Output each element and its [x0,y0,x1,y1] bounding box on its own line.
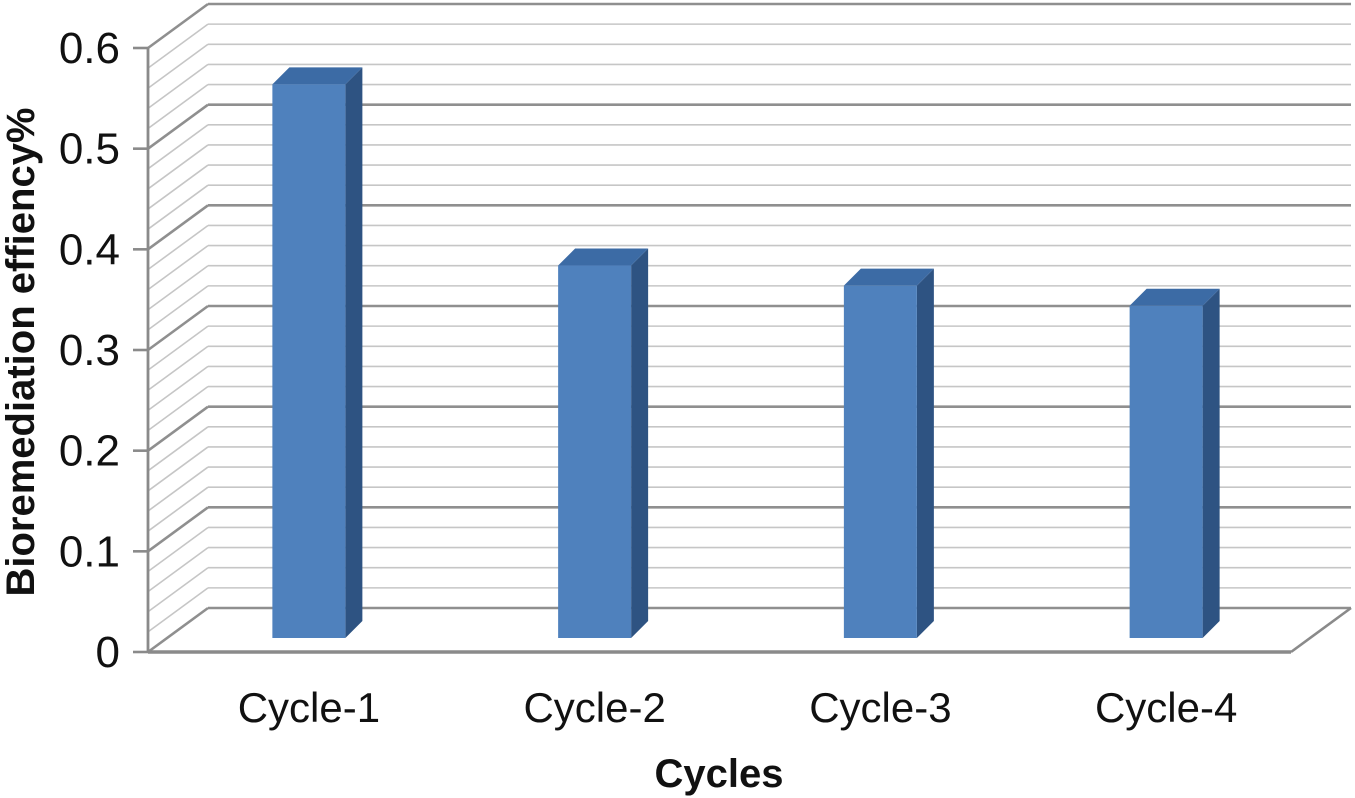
x-category-label: Cycle-3 [809,684,951,731]
gridline-depth-connector [147,587,209,633]
y-tick-label: 0.4 [59,225,120,274]
x-category-label: Cycle-2 [523,684,665,731]
bar-side-face [916,268,934,638]
gridline-depth-connector [147,244,209,291]
gridline-depth-connector [147,385,209,432]
gridline-depth-connector [147,144,209,190]
gridline-depth-connector [147,23,209,69]
bar-top-face [272,67,363,85]
labels-layer: Cycle-1 Cycle-2 Cycle-3 Cycle-4 0 0.1 0.2 0.3 0.… [59,24,1237,731]
bar-cycle-3 [843,268,934,638]
gridline-depth-connector [147,426,209,472]
y-axis-title: Bioremediation effiency% [0,107,43,596]
bar-cycle-2 [558,248,649,639]
bar-front-face [558,265,632,638]
gridline-depth-connector [147,506,209,553]
y-tick-label: 0.1 [59,527,120,576]
gridline-depth-connector [147,43,209,89]
y-tick-label: 0.6 [59,24,120,73]
floor-right-edge [1290,606,1352,654]
gridline-depth-connector [147,546,209,593]
gridline-depth-connector [147,83,209,130]
y-tick-label: 0.2 [59,427,120,476]
gridline-depth-connector [147,304,209,352]
bars-layer [272,67,1220,639]
bar-top-face [558,248,649,266]
y-tick-label: 0.5 [59,125,120,174]
bar-side-face [631,248,649,639]
gridline-depth-connector [147,63,209,110]
bar-side-face [1202,288,1220,638]
bar-top-face [843,268,934,286]
gridline-depth-connector [147,204,209,251]
gridline-depth-connector [147,325,209,371]
bar-side-face [345,67,363,639]
gridline-depth-connector [147,526,209,573]
gridline-depth-connector [147,606,209,654]
bar-top-face [1129,288,1220,306]
gridline-depth-connector [147,265,209,311]
x-axis-title: Cycles [655,752,784,796]
bar-front-face [843,285,917,638]
bar-cycle-1 [272,67,363,639]
y-tick-label: 0 [96,628,120,677]
gridline-depth-connector [147,365,209,412]
gridline-depth-connector [147,446,209,492]
gridline-depth-connector [147,486,209,532]
gridline-depth-connector [147,184,209,230]
gridline-depth-connector [147,224,209,271]
x-category-label: Cycle-1 [238,684,380,731]
gridline-depth-connector [147,124,209,170]
bar-cycle-4 [1129,288,1220,638]
gridline-depth-connector [147,345,209,391]
bar-front-face [272,84,346,639]
x-category-label: Cycle-4 [1095,684,1237,731]
gridline-depth-connector [147,103,209,150]
gridline-depth-connector [147,405,209,452]
y-tick-label: 0.3 [59,326,120,375]
gridline-depth-connector [147,466,209,512]
bar-front-face [1129,305,1203,638]
axes-layer [133,46,1352,654]
gridline-depth-connector [147,164,209,210]
gridline-depth-connector [147,567,209,613]
gridline-depth-connector [147,2,209,50]
gridline-depth-connector [147,285,209,331]
